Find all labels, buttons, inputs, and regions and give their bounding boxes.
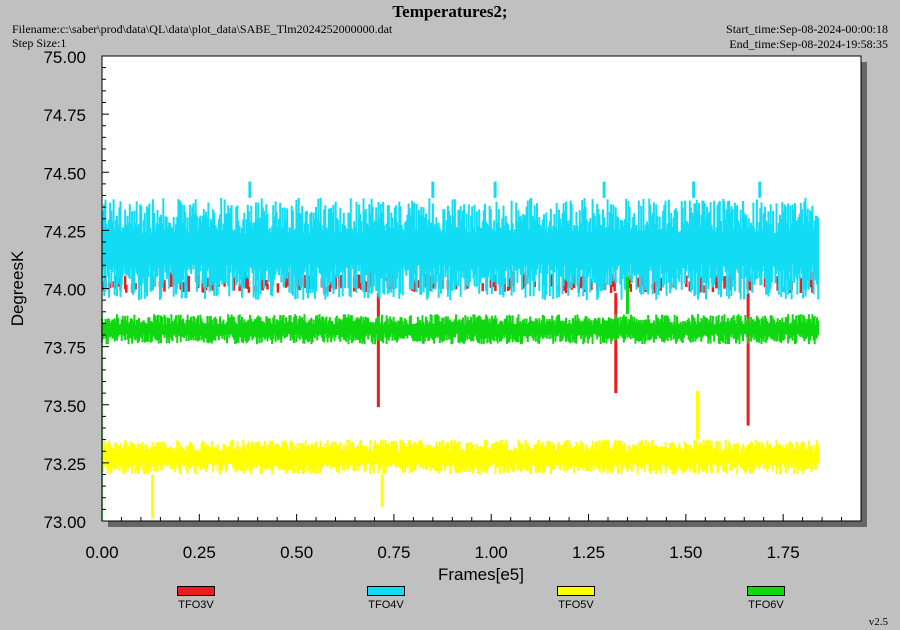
y-tick-label: 74.75 — [43, 106, 86, 125]
version-label: v2.5 — [868, 616, 888, 628]
y-tick-label: 73.75 — [43, 339, 86, 358]
legend-item-TFO5V: TFO5V — [546, 586, 606, 611]
step-size-label: Step Size:1 — [12, 36, 67, 50]
legend-label: TFO5V — [558, 599, 594, 611]
end-time-label: End_time:Sep-08-2024-19:58:35 — [729, 37, 888, 51]
y-tick-label: 74.00 — [43, 281, 86, 300]
y-tick-label: 73.00 — [43, 513, 86, 532]
legend-swatch — [367, 586, 405, 596]
y-tick-label: 75.00 — [43, 48, 86, 67]
x-tick-label: 0.00 — [85, 543, 118, 562]
y-tick-label: 73.50 — [43, 397, 86, 416]
x-tick-label: 1.00 — [475, 543, 508, 562]
legend-swatch — [557, 586, 595, 596]
y-axis-label: DegreesK — [8, 250, 27, 326]
chart-title: Temperatures2; — [392, 2, 508, 21]
y-tick-label: 73.25 — [43, 455, 86, 474]
x-tick-label: 0.50 — [280, 543, 313, 562]
x-tick-label: 0.75 — [377, 543, 410, 562]
y-tick-label: 74.50 — [43, 164, 86, 183]
legend-swatch — [177, 586, 215, 596]
legend-swatch — [747, 586, 785, 596]
filename-label: Filename:c:\saber\prod\data\QL\data\plot… — [12, 22, 393, 36]
x-tick-label: 1.25 — [572, 543, 605, 562]
start-time-label: Start_time:Sep-08-2024-00:00:18 — [726, 22, 888, 36]
x-tick-label: 1.50 — [669, 543, 702, 562]
y-tick-label: 74.25 — [43, 222, 86, 241]
x-tick-label: 1.75 — [767, 543, 800, 562]
legend-item-TFO6V: TFO6V — [736, 586, 796, 611]
legend-item-TFO3V: TFO3V — [166, 586, 226, 611]
x-axis-label: Frames[e5] — [438, 565, 524, 584]
legend-label: TFO6V — [748, 599, 784, 611]
legend-label: TFO4V — [368, 599, 404, 611]
x-tick-label: 0.25 — [183, 543, 216, 562]
legend-item-TFO4V: TFO4V — [356, 586, 416, 611]
legend-label: TFO3V — [178, 599, 214, 611]
